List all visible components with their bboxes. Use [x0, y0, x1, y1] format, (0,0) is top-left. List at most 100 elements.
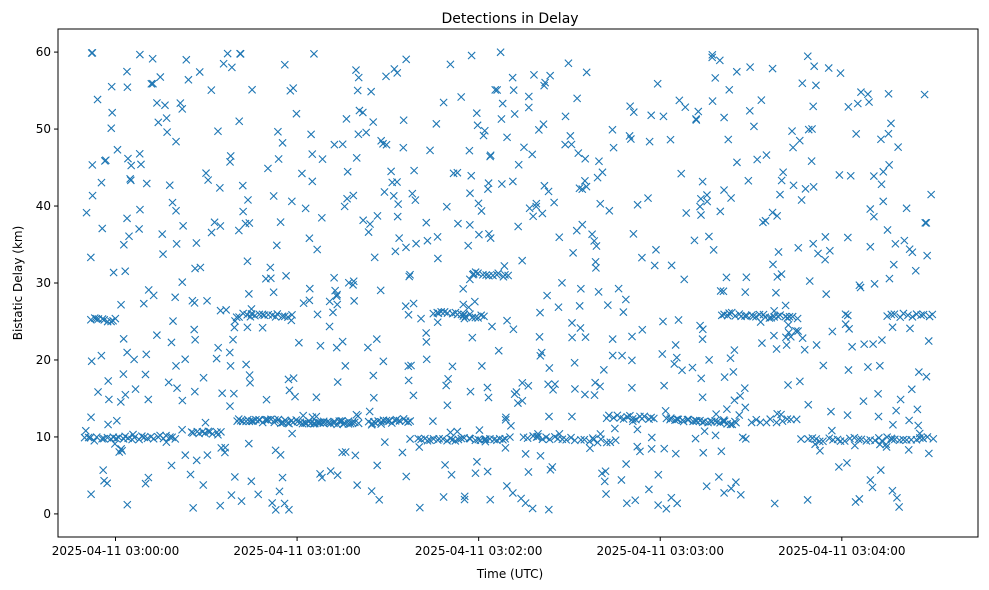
detection-marker — [825, 246, 834, 255]
detection-marker — [243, 195, 252, 204]
detection-marker — [467, 51, 476, 60]
detection-marker — [794, 243, 803, 252]
detection-marker — [888, 486, 897, 495]
detection-marker — [742, 273, 751, 282]
detection-marker — [172, 239, 181, 248]
detection-marker — [350, 296, 359, 305]
detection-marker — [554, 303, 563, 312]
detection-marker — [99, 466, 108, 475]
detection-marker — [508, 177, 517, 186]
detection-marker — [883, 225, 892, 234]
detection-marker — [772, 418, 781, 427]
detection-marker — [437, 307, 446, 316]
detection-marker — [181, 355, 190, 364]
detection-marker — [107, 124, 116, 133]
detection-marker — [460, 310, 469, 319]
detection-marker — [627, 383, 636, 392]
detection-marker — [483, 383, 492, 392]
detection-marker — [117, 300, 126, 309]
detection-marker — [501, 415, 510, 424]
detection-marker — [544, 187, 553, 196]
detection-marker — [399, 143, 408, 152]
detection-marker — [578, 185, 587, 194]
detection-marker — [678, 366, 687, 375]
detection-marker — [914, 421, 923, 430]
detection-marker — [484, 393, 493, 402]
detection-marker — [645, 137, 654, 146]
detection-marker — [570, 384, 579, 393]
detection-marker — [768, 208, 777, 217]
detection-marker — [682, 209, 691, 218]
detection-marker — [142, 350, 151, 359]
detection-marker — [736, 391, 745, 400]
detection-marker — [352, 410, 361, 419]
detection-marker — [917, 311, 926, 320]
detection-marker — [753, 155, 762, 164]
detection-marker — [608, 335, 617, 344]
detection-marker — [596, 382, 605, 391]
detection-marker — [623, 412, 632, 421]
detection-marker — [216, 501, 225, 510]
detection-marker — [594, 157, 603, 166]
detection-marker — [343, 167, 352, 176]
detection-marker — [173, 384, 182, 393]
detection-marker — [608, 125, 617, 134]
detection-marker — [343, 194, 352, 203]
detection-marker — [214, 343, 223, 352]
detection-marker — [191, 264, 200, 273]
detection-marker — [732, 418, 741, 427]
detection-marker — [654, 501, 663, 510]
detection-marker — [362, 128, 371, 137]
detection-marker — [540, 181, 549, 190]
detection-marker — [895, 503, 904, 512]
detection-marker — [821, 232, 830, 241]
detection-marker — [602, 490, 611, 498]
detection-marker — [168, 198, 177, 207]
detection-marker — [590, 236, 599, 245]
detection-marker — [924, 337, 933, 346]
detection-marker — [349, 191, 358, 200]
detection-marker — [368, 419, 377, 428]
detection-marker — [287, 316, 296, 325]
detection-marker — [518, 378, 527, 387]
detection-marker — [97, 178, 106, 187]
detection-marker — [860, 340, 869, 349]
detection-marker — [568, 318, 576, 327]
detection-marker — [719, 416, 728, 425]
detection-marker — [326, 419, 335, 428]
detection-marker — [401, 302, 410, 311]
detection-marker — [705, 355, 714, 364]
detection-marker — [238, 181, 247, 190]
detection-marker — [272, 241, 281, 250]
detection-marker — [433, 254, 442, 263]
detection-marker — [755, 310, 764, 319]
detection-marker — [525, 204, 534, 213]
detection-marker — [90, 436, 99, 445]
detection-marker — [684, 415, 693, 424]
detection-marker — [850, 441, 859, 450]
detection-marker — [341, 361, 350, 370]
detection-marker — [247, 477, 256, 486]
detection-marker — [600, 477, 609, 486]
detection-marker — [496, 48, 505, 57]
detection-marker — [928, 310, 937, 319]
detection-marker — [308, 177, 317, 186]
detection-marker — [351, 66, 360, 75]
detection-marker — [270, 415, 279, 424]
detection-marker — [220, 448, 229, 457]
detection-marker — [680, 275, 689, 284]
detection-marker — [879, 167, 888, 176]
detection-marker — [723, 311, 732, 320]
x-tick-label: 2025-04-11 03:00:00 — [52, 544, 179, 558]
detection-marker — [114, 433, 123, 442]
detection-marker — [868, 483, 877, 492]
detection-marker — [875, 440, 884, 449]
detection-marker — [776, 311, 785, 320]
detection-marker — [438, 434, 447, 443]
detection-marker — [720, 186, 729, 195]
data-markers — [80, 48, 938, 514]
detection-marker — [163, 128, 172, 137]
detection-marker — [442, 381, 451, 390]
detection-marker — [532, 199, 541, 208]
detection-marker — [408, 189, 417, 198]
